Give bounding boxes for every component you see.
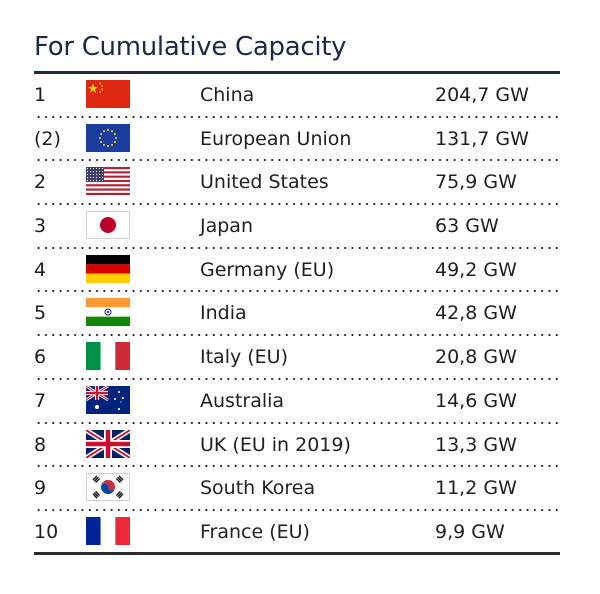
united-kingdom-flag-icon	[86, 429, 130, 458]
top-divider	[34, 71, 560, 74]
country-name: China	[200, 84, 255, 106]
rank: 6	[34, 346, 47, 369]
capacity-value: 204,7 GW	[435, 84, 529, 106]
table-row: 9 South Korea 11,2 GW	[34, 467, 560, 511]
country-name: Italy (EU)	[200, 346, 288, 369]
rank: 8	[34, 433, 47, 456]
japan-flag-icon	[86, 211, 130, 240]
dotted-divider	[34, 159, 560, 162]
rank: 9	[34, 477, 47, 500]
capacity-value: 14,6 GW	[435, 389, 517, 412]
country-name: France (EU)	[200, 520, 310, 543]
australia-flag-icon	[86, 385, 130, 414]
capacity-value: 131,7 GW	[435, 127, 529, 150]
country-name: United States	[200, 171, 329, 194]
table-row: 1 China 204,7 GW	[34, 74, 560, 118]
country-name: India	[200, 302, 247, 325]
dotted-divider	[34, 290, 560, 293]
south-korea-flag-icon	[86, 473, 130, 502]
united-states-flag-icon	[86, 167, 130, 196]
country-name: Japan	[200, 215, 253, 238]
table-row: 8 UK (EU in 2019) 13,3 GW	[34, 424, 560, 468]
capacity-value: 42,8 GW	[435, 302, 517, 325]
dotted-divider	[34, 246, 560, 249]
bottom-divider	[34, 552, 560, 555]
capacity-value: 9,9 GW	[435, 520, 505, 543]
france-flag-icon	[86, 516, 130, 545]
page-title: For Cumulative Capacity	[34, 32, 347, 62]
rank: 7	[34, 389, 47, 412]
capacity-value: 63 GW	[435, 215, 499, 238]
dotted-divider	[34, 334, 560, 337]
rank: 10	[34, 520, 59, 543]
european-union-flag-icon	[86, 123, 130, 152]
rank: 2	[34, 171, 47, 194]
dotted-divider	[34, 508, 560, 511]
ranking-table: 1 China 204,7 GW (2) European Union 131,…	[34, 74, 560, 555]
table-row: 3 Japan 63 GW	[34, 205, 560, 249]
table-row: 5 India 42,8 GW	[34, 292, 560, 337]
rank: 3	[34, 215, 47, 238]
table-row: 6 Italy (EU) 20,8 GW	[34, 336, 560, 380]
rank: 5	[34, 302, 47, 325]
capacity-value: 13,3 GW	[435, 433, 517, 456]
china-flag-icon	[86, 80, 130, 108]
capacity-value: 75,9 GW	[435, 171, 517, 194]
table-row: 7 Australia 14,6 GW	[34, 380, 560, 424]
table-row: 4 Germany (EU) 49,2 GW	[34, 249, 560, 293]
dotted-divider	[34, 377, 560, 380]
table-row: (2) European Union 131,7 GW	[34, 118, 560, 162]
rank: 1	[34, 84, 47, 106]
country-name: UK (EU in 2019)	[200, 433, 351, 456]
capacity-value: 11,2 GW	[435, 477, 517, 500]
table-row: 10 France (EU) 9,9 GW	[34, 511, 560, 555]
rank: 4	[34, 258, 47, 281]
dotted-divider	[34, 203, 560, 206]
country-name: South Korea	[200, 477, 316, 500]
india-flag-icon	[86, 298, 130, 327]
italy-flag-icon	[86, 342, 130, 371]
table-row: 2 United States 75,9 GW	[34, 161, 560, 206]
dotted-divider	[34, 421, 560, 424]
capacity-value: 49,2 GW	[435, 258, 517, 281]
country-name: Australia	[200, 389, 285, 412]
country-name: European Union	[200, 127, 352, 150]
dotted-divider	[34, 465, 560, 468]
rank: (2)	[34, 127, 61, 150]
dotted-divider	[34, 115, 560, 118]
country-name: Germany (EU)	[200, 258, 335, 281]
capacity-value: 20,8 GW	[435, 346, 517, 369]
germany-flag-icon	[86, 254, 130, 283]
